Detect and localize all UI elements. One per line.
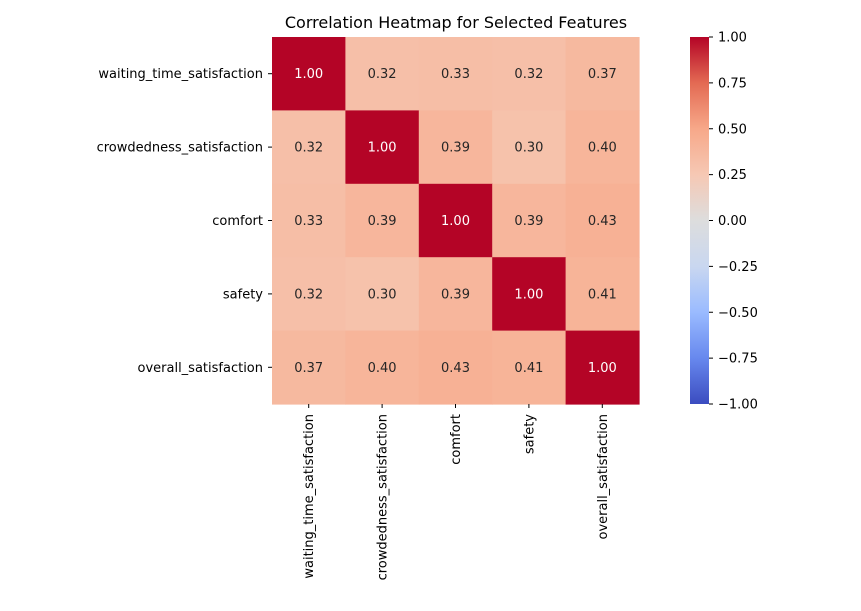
cell-annotations: 1.00 0.32 0.33 0.32 0.37 0.32 1.00 0.39 0.30 0.40…: [294, 67, 617, 376]
heatmap-cell: [565, 257, 640, 332]
cell-value-label: 0.41: [514, 361, 543, 376]
y-tick-label: overall_satisfaction: [138, 361, 264, 376]
colorbar-tick-label: −1.00: [718, 398, 758, 413]
heatmap-cell: [345, 110, 420, 185]
cell-value-label: 0.39: [441, 287, 470, 302]
cell-value-label: 0.32: [368, 67, 397, 82]
colorbar-scale: [690, 37, 709, 404]
cell-value-label: 0.37: [588, 67, 617, 82]
heatmap-cell: [565, 110, 640, 185]
y-tick-label: waiting_time_satisfaction: [98, 67, 263, 82]
colorbar-tick-label: 1.00: [718, 31, 747, 46]
colorbar-tick-label: −0.50: [718, 306, 758, 321]
heatmap-cell: [418, 183, 493, 258]
heatmap-cell: [492, 183, 567, 258]
heatmap-cell: [272, 110, 346, 185]
colorbar-tick-label: 0.25: [718, 168, 747, 183]
cell-value-label: 0.32: [294, 287, 323, 302]
heatmap-cell: [345, 183, 420, 258]
chart-title: Correlation Heatmap for Selected Feature…: [285, 13, 627, 32]
colorbar-tick-label: −0.25: [718, 260, 758, 275]
x-tick-label: safety: [522, 414, 537, 454]
cell-value-label: 0.39: [368, 214, 397, 229]
cell-value-label: 0.30: [514, 141, 543, 156]
colorbar-tick-label: 0.50: [718, 122, 747, 137]
x-axis-ticks: waiting_time_satisfaction crowdedness_sat…: [302, 404, 611, 580]
cell-value-label: 0.41: [588, 287, 617, 302]
heatmap-cell: [492, 110, 567, 185]
cell-value-label: 0.37: [294, 361, 323, 376]
x-tick-label: comfort: [449, 414, 464, 465]
heatmap-cell: [565, 183, 640, 258]
y-tick-label: crowdedness_satisfaction: [97, 141, 263, 156]
heatmap-cell: [418, 257, 493, 332]
cell-value-label: 0.39: [514, 214, 543, 229]
cell-value-label: 0.30: [368, 287, 397, 302]
cell-value-label: 0.43: [441, 361, 470, 376]
heatmap-cell: [345, 257, 420, 332]
cell-value-label: 1.00: [588, 361, 617, 376]
heatmap-cell: [492, 37, 567, 111]
heatmap-cell: [418, 330, 493, 405]
heatmap-cell: [272, 37, 346, 111]
colorbar-tick-label: 0.00: [718, 214, 747, 229]
y-tick-label: safety: [223, 287, 263, 302]
cell-value-label: 1.00: [514, 287, 543, 302]
colorbar: 1.00 0.75 0.50 0.25 0.00 −0.25 −0.50 −0.75 −1.00: [690, 31, 758, 413]
heatmap-cell: [492, 330, 567, 405]
y-tick-label: comfort: [212, 214, 263, 229]
cell-value-label: 0.40: [588, 141, 617, 156]
colorbar-tick-label: −0.75: [718, 352, 758, 367]
heatmap-cell: [272, 330, 346, 405]
cell-value-label: 0.32: [514, 67, 543, 82]
cell-value-label: 0.43: [588, 214, 617, 229]
heatmap-cell: [345, 330, 420, 405]
cell-value-label: 0.33: [294, 214, 323, 229]
heatmap-cell: [345, 37, 420, 111]
heatmap-cell: [418, 110, 493, 185]
heatmap-cell: [492, 257, 567, 332]
x-tick-label: overall_satisfaction: [596, 414, 611, 540]
y-axis-ticks: waiting_time_satisfaction crowdedness_sat…: [97, 67, 272, 376]
colorbar-tick-label: 0.75: [718, 76, 747, 91]
cell-value-label: 0.39: [441, 141, 470, 156]
cell-value-label: 0.40: [368, 361, 397, 376]
heatmap-cell: [565, 330, 640, 405]
heatmap-cells: [272, 37, 640, 405]
heatmap-cell: [418, 37, 493, 111]
cell-value-label: 0.33: [441, 67, 470, 82]
heatmap-cell: [272, 183, 346, 258]
cell-value-label: 1.00: [294, 67, 323, 82]
cell-value-label: 1.00: [368, 141, 397, 156]
cell-value-label: 1.00: [441, 214, 470, 229]
x-tick-label: crowdedness_satisfaction: [376, 414, 391, 580]
x-tick-label: waiting_time_satisfaction: [302, 414, 317, 579]
heatmap-cell: [272, 257, 346, 332]
heatmap-cell: [565, 37, 640, 111]
cell-value-label: 0.32: [294, 141, 323, 156]
